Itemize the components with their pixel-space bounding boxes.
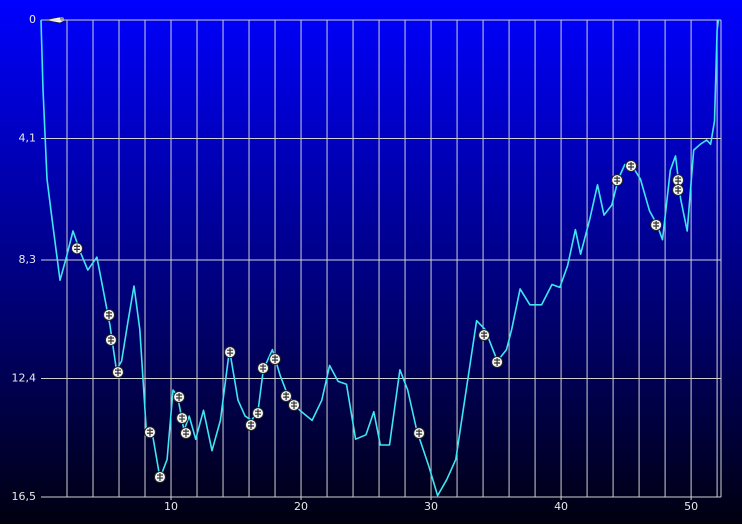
event-glyph <box>179 414 186 423</box>
x-tick-label: 30 <box>424 500 438 513</box>
event-marker <box>257 362 270 375</box>
event-glyph <box>675 185 682 194</box>
event-glyph <box>260 364 267 373</box>
event-marker <box>111 366 124 379</box>
event-glyph <box>653 220 660 229</box>
event-glyph <box>176 392 183 401</box>
x-tick-label: 50 <box>684 500 698 513</box>
event-glyph <box>481 331 488 340</box>
event-marker <box>173 390 186 403</box>
event-marker <box>478 329 491 342</box>
event-marker <box>611 174 624 187</box>
x-tick-label: 20 <box>294 500 308 513</box>
event-marker <box>244 419 257 432</box>
event-glyph <box>255 409 262 418</box>
x-tick-label: 10 <box>164 500 178 513</box>
event-marker <box>252 407 265 420</box>
event-glyph <box>283 392 290 401</box>
event-marker <box>103 308 115 321</box>
event-glyph <box>628 161 635 170</box>
event-glyph <box>675 176 682 185</box>
event-glyph <box>247 421 254 430</box>
y-tick-label: 16,5 <box>12 490 37 503</box>
event-glyph <box>291 401 298 410</box>
event-marker <box>153 471 166 484</box>
event-glyph <box>146 428 153 437</box>
event-glyph <box>156 473 163 482</box>
event-glyph <box>182 429 189 438</box>
y-tick-label: 12,4 <box>12 371 37 384</box>
event-marker <box>179 427 192 440</box>
event-marker <box>650 218 663 231</box>
event-marker <box>625 159 638 172</box>
event-glyph <box>74 244 81 253</box>
event-glyph <box>614 176 621 185</box>
y-tick-label: 8,3 <box>19 253 37 266</box>
event-glyph <box>272 355 279 364</box>
event-marker <box>143 426 156 439</box>
event-glyph <box>227 348 234 357</box>
event-marker <box>491 355 504 368</box>
event-glyph <box>416 429 423 438</box>
event-glyph <box>106 310 112 319</box>
event-marker <box>71 242 84 255</box>
event-glyph <box>114 368 121 377</box>
event-marker <box>280 390 293 403</box>
event-marker <box>176 412 189 425</box>
event-glyph <box>107 336 114 345</box>
event-marker <box>413 427 426 440</box>
y-tick-label: 4,1 <box>19 132 37 145</box>
event-glyph <box>494 357 501 366</box>
x-tick-label: 40 <box>554 500 568 513</box>
event-marker <box>288 399 301 412</box>
event-marker <box>224 346 237 359</box>
event-marker <box>672 183 685 196</box>
y-tick-label: 0 <box>29 13 36 26</box>
event-marker <box>104 334 117 347</box>
event-marker <box>269 353 282 366</box>
